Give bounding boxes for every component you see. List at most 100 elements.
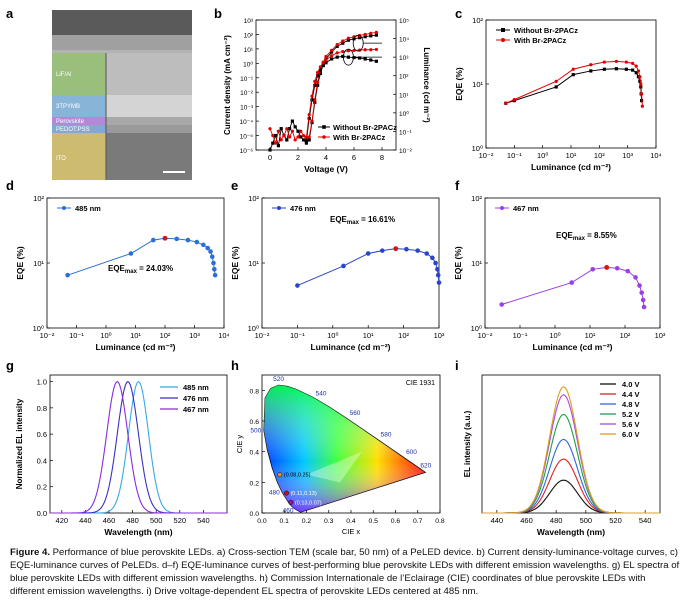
x-tick-label: 10⁻¹ [507,151,522,160]
x-tick-label: 500 [150,516,163,525]
eqe-annotation-value: = 24.03% [137,264,173,273]
x-tick-label: 0.6 [391,518,401,525]
y-tick-label: 10¹ [472,80,483,89]
y-tick-label: 0.0 [250,511,260,518]
data-point-square [624,67,628,71]
x-tick-label: 520 [174,516,187,525]
data-point-circle [335,42,339,47]
x-tick-label: 10⁰ [549,331,560,340]
panel-letter-i: i [455,358,459,373]
data-point-circle [296,135,300,139]
y-tick-label: 0.4 [250,450,260,457]
wavelength-label: 620 [420,463,431,470]
chart-g-el-spectra: 420 440 460 480 500 520 540 0.0 0.2 0.4 0.6 0.8 1.0 W… [15,374,228,537]
chart-c-eqe: 10⁻² 10⁻¹ 10⁰ 10¹ 10² 10³ 10⁴ 10⁰ 10¹ 10² Luminanc… [454,16,662,172]
tem-pedot-region [52,125,106,133]
plot-frame [46,197,225,329]
data-point-square [307,138,311,142]
legend-label: 6.0 V [622,430,640,439]
x-tick-label: 10¹ [130,331,141,340]
y-tick-label: 0.6 [250,419,260,426]
data-point-circle [268,127,272,131]
data-point-square [310,98,314,102]
y2-tick-label: 10⁵ [399,18,409,25]
data-point-square [638,79,642,83]
data-point-circle [290,129,294,133]
x-tick-label: 0 [268,153,272,162]
y-tick-label: 0.8 [37,404,47,413]
data-point-circle [512,98,516,102]
x-tick-label: 10² [160,331,171,340]
data-point-circle [324,54,328,59]
wavelength-label: 460 [283,507,294,514]
data-point-square [318,71,322,76]
y-tick-label: 10⁻⁴ [240,119,254,126]
wavelength-label: 480 [269,490,280,497]
data-point-square [304,139,308,143]
tem-label-3tpymb: 3TPYMB [56,104,80,110]
panel-letter-g: g [6,358,14,373]
data-point-circle [346,36,350,40]
data-point-circle [639,82,643,86]
data-point-circle [569,280,574,285]
x-axis-label: Luminance (cd m⁻²) [95,342,175,352]
data-point-square [554,85,558,89]
y2-tick-label: 10¹ [399,92,409,99]
panel-letter-d: d [6,178,14,193]
x-tick-label: 6 [352,153,356,162]
y2-axis-label: Luminance (cd m⁻²) [422,47,431,123]
data-point-circle [65,272,70,278]
cie-point [288,499,294,505]
data-point-circle [435,272,441,278]
y-tick-label: 0.0 [37,509,47,518]
x-axis-label: Wavelength (nm) [104,527,172,537]
eqe-annotation-sub: max [347,220,360,226]
wavelength-label: 560 [350,410,361,417]
panel-letter-e: e [231,178,238,193]
peak-marker [162,235,168,241]
y-tick-label: 10² [471,194,482,203]
data-point-circle [299,129,303,133]
panel-a-tem: a LiF/Al 3TPYMB Perovskite PEDOT:PSS ITO [6,6,192,180]
x-tick-label: 10⁰ [100,331,111,340]
data-point-square [363,57,367,61]
data-point-circle [424,251,430,256]
cie-gamut-overlay [263,385,426,513]
legend-label: 5.2 V [622,410,640,419]
y-tick-label: 10¹ [244,47,254,54]
data-point-circle [499,302,504,307]
x-tick-label: 10² [620,331,631,340]
spectrum-line [482,386,660,514]
tem-3tpymb-region [52,95,106,117]
x-tick-label: 10⁻² [40,331,55,340]
data-point-circle [282,133,286,138]
data-point-circle [379,248,385,253]
data-point-circle [150,237,156,243]
y-tick-label: 10¹ [33,259,44,268]
y-axis-label: EQE (%) [453,246,463,280]
peak-marker [604,265,610,270]
data-point-square [374,33,378,37]
y-tick-label: 10⁻¹ [240,76,254,83]
y-tick-label: 10¹ [248,259,259,268]
data-point-circle [640,297,646,303]
plot-frame [484,197,661,329]
eqe-annotation-value: = 16.61% [359,215,395,224]
x-tick-label: 460 [103,516,116,525]
data-point-square [358,36,362,40]
peak-marker [393,246,399,252]
x-tick-label: 10² [594,151,605,160]
data-point-square [363,35,367,39]
data-point-circle [365,251,371,256]
data-point-circle [174,236,180,242]
data-point-square [288,127,292,131]
legend-label: 485 nm [183,383,209,392]
x-tick-label: 0.7 [413,518,423,525]
eqe-annotation: EQEmax = 8.55% [556,231,617,242]
y-tick-label: 10⁰ [472,144,483,153]
data-point-circle [637,283,642,288]
x-tick-label: 540 [639,516,652,525]
data-point-circle [307,113,311,117]
tem-label-ito: ITO [56,156,66,162]
data-point-square [602,67,606,71]
